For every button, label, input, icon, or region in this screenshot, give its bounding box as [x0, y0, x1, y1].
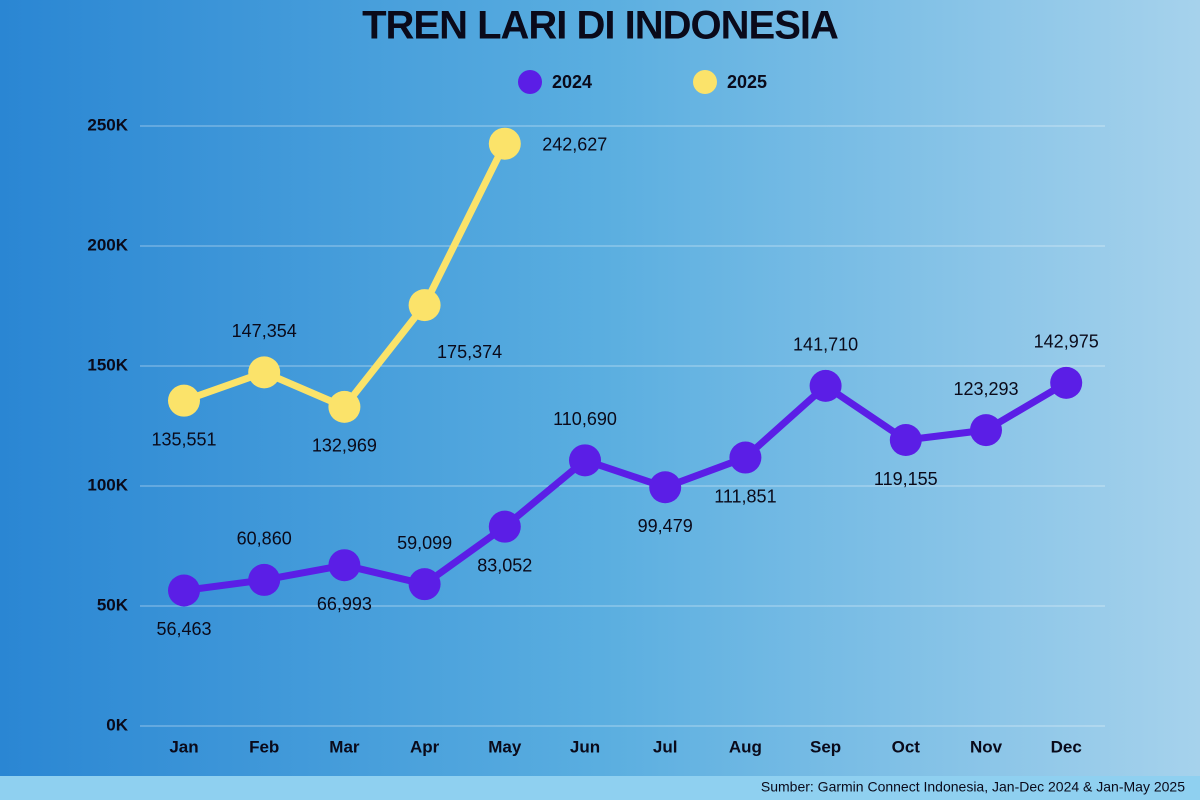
legend-label: 2025 [727, 72, 767, 92]
data-point [408, 568, 441, 601]
x-tick-label: Sep [810, 737, 841, 756]
source-band [0, 776, 1200, 800]
data-point [1050, 366, 1083, 399]
x-tick-label: Aug [729, 737, 762, 756]
data-label: 119,155 [874, 469, 938, 489]
chart-title: TREN LARI DI INDONESIA [362, 4, 838, 48]
legend-marker [693, 70, 717, 94]
data-label: 110,690 [553, 409, 617, 429]
data-point [328, 390, 361, 423]
legend-marker [518, 70, 542, 94]
y-tick-label: 50K [97, 595, 129, 614]
data-point [248, 563, 281, 596]
y-tick-label: 150K [87, 355, 128, 374]
x-tick-label: Feb [249, 737, 279, 756]
x-tick-label: Nov [970, 737, 1003, 756]
x-tick-label: Jan [169, 737, 198, 756]
y-tick-label: 0K [106, 715, 128, 734]
data-label: 56,463 [156, 619, 211, 639]
data-label: 141,710 [793, 335, 858, 355]
y-tick-label: 200K [87, 235, 128, 254]
data-point [488, 127, 521, 160]
x-tick-label: Jun [570, 737, 600, 756]
x-tick-label: Dec [1051, 737, 1082, 756]
data-point [168, 574, 200, 607]
data-label: 147,354 [232, 321, 297, 341]
data-point [488, 510, 521, 543]
data-point [889, 424, 922, 457]
x-tick-label: May [488, 737, 522, 756]
data-point [729, 441, 762, 474]
data-label: 99,479 [638, 516, 693, 536]
data-point [328, 549, 361, 582]
data-point [809, 369, 842, 402]
data-label: 142,975 [1034, 332, 1099, 352]
x-tick-label: Mar [329, 737, 360, 756]
data-label: 123,293 [953, 379, 1018, 399]
data-point [970, 414, 1002, 447]
source: Sumber: Garmin Connect Indonesia, Jan-De… [761, 779, 1185, 795]
legend-label: 2024 [552, 72, 592, 92]
data-label: 111,851 [714, 486, 776, 506]
data-point [408, 289, 441, 322]
y-tick-label: 250K [87, 115, 128, 134]
data-point [649, 471, 682, 504]
data-label: 60,860 [237, 529, 292, 549]
data-label: 242,627 [542, 134, 607, 154]
x-tick-label: Jul [653, 737, 678, 756]
data-label: 132,969 [312, 436, 377, 456]
data-label: 66,993 [317, 594, 372, 614]
data-label: 135,551 [151, 429, 216, 449]
data-label: 83,052 [477, 555, 532, 575]
data-point [248, 356, 281, 389]
x-tick-label: Apr [410, 737, 440, 756]
x-tick-label: Oct [892, 737, 921, 756]
data-label: 59,099 [397, 533, 452, 553]
y-tick-label: 100K [87, 475, 128, 494]
data-point [168, 384, 200, 417]
data-label: 175,374 [437, 342, 502, 362]
data-point [569, 444, 601, 477]
